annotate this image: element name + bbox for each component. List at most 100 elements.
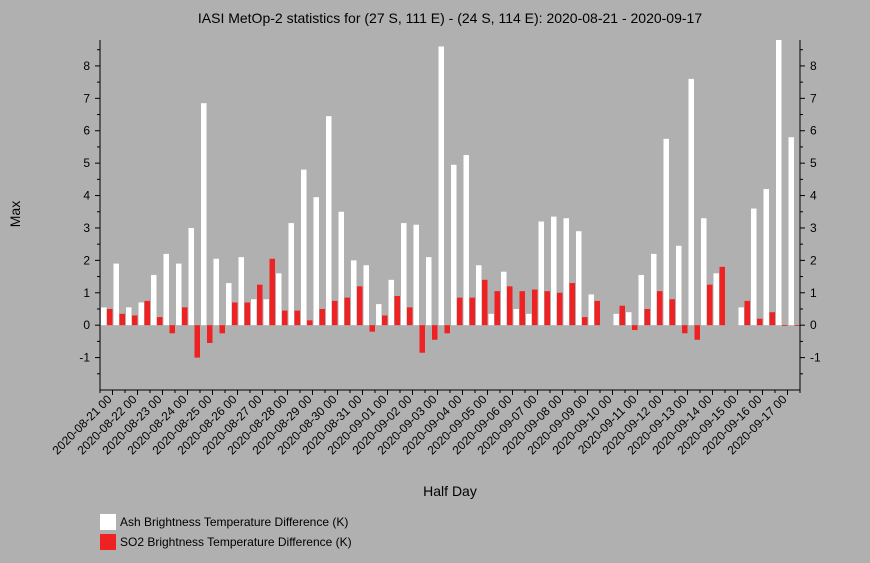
so2-bar: [519, 291, 525, 326]
y-tick-label: 8: [83, 59, 90, 73]
so2-bar: [369, 325, 375, 332]
ash-bar: [213, 258, 219, 326]
legend: Ash Brightness Temperature Difference (K…: [100, 512, 352, 552]
so2-bar: [244, 302, 250, 326]
ash-bar: [738, 307, 744, 326]
y-axis-label: Max: [7, 201, 23, 227]
so2-bar: [307, 320, 313, 326]
so2-bar: [432, 325, 438, 340]
so2-bar: [657, 291, 663, 326]
so2-bar: [169, 325, 175, 334]
ash-bar: [651, 253, 657, 326]
ash-bar: [363, 265, 369, 326]
so2-bar: [782, 325, 788, 326]
so2-bar: [744, 300, 750, 326]
so2-bar: [619, 305, 625, 326]
so2-bar: [219, 325, 225, 334]
so2-bar: [794, 325, 800, 326]
ash-bar: [451, 164, 457, 326]
so2-bar: [694, 325, 700, 340]
y-tick-label-right: 7: [810, 91, 817, 105]
ash-bar: [513, 308, 519, 326]
so2-bar: [507, 286, 513, 326]
legend-item-so2: SO2 Brightness Temperature Difference (K…: [100, 532, 352, 552]
ash-bar: [201, 103, 207, 326]
ash-bar: [688, 78, 694, 326]
so2-bar: [669, 299, 675, 326]
y-tick-label: 7: [83, 91, 90, 105]
x-axis-label: Half Day: [423, 483, 477, 499]
ash-bar: [551, 216, 557, 326]
ash-bar: [176, 263, 182, 326]
y-tick-label-right: 3: [810, 221, 817, 235]
ash-bar: [138, 302, 144, 326]
so2-bar: [682, 325, 688, 334]
so2-bar: [207, 325, 213, 344]
y-tick-label-right: 5: [810, 156, 817, 170]
so2-bar: [107, 308, 113, 326]
so2-bar: [444, 325, 450, 334]
so2-bar: [319, 308, 325, 326]
ash-bar: [638, 274, 644, 326]
so2-bar: [119, 313, 125, 326]
so2-bar: [544, 291, 550, 326]
ash-bar: [438, 46, 444, 326]
so2-bar: [282, 310, 288, 326]
ash-bar: [763, 189, 769, 326]
so2-bar: [269, 258, 275, 326]
y-tick-label: 5: [83, 156, 90, 170]
ash-bar: [776, 40, 782, 326]
ash-bar: [351, 260, 357, 326]
so2-bar: [469, 297, 475, 326]
ash-bar: [788, 137, 794, 326]
ash-bar: [413, 224, 419, 326]
y-tick-label: 0: [83, 318, 90, 332]
ash-bar: [401, 223, 407, 326]
y-tick-label: 6: [83, 124, 90, 138]
ash-bar: [188, 227, 194, 326]
ash-bar: [276, 273, 282, 326]
ash-bar: [288, 223, 294, 326]
ash-bar: [388, 279, 394, 326]
ash-bar: [463, 155, 469, 326]
y-tick-label: -1: [79, 351, 90, 365]
so2-bar: [394, 296, 400, 326]
so2-bar: [382, 315, 388, 326]
so2-bar: [532, 289, 538, 326]
so2-bar: [332, 300, 338, 326]
so2-bar: [769, 312, 775, 326]
y-tick-label-right: 4: [810, 189, 817, 203]
ash-bar: [663, 138, 669, 326]
so2-bar: [257, 284, 263, 326]
ash-bar: [626, 312, 632, 326]
legend-swatch-so2: [100, 534, 116, 550]
so2-bar: [632, 325, 638, 331]
so2-bar: [719, 266, 725, 326]
ash-bar: [113, 263, 119, 326]
y-tick-label: 2: [83, 253, 90, 267]
ash-bar: [613, 313, 619, 326]
ash-bar: [713, 273, 719, 326]
so2-bar: [569, 283, 575, 326]
so2-bar: [594, 300, 600, 326]
y-tick-label-right: 0: [810, 318, 817, 332]
so2-bar: [194, 325, 200, 358]
so2-bar: [557, 292, 563, 326]
chart-title: IASI MetOp-2 statistics for (27 S, 111 E…: [198, 10, 702, 26]
so2-bar: [344, 297, 350, 326]
ash-bar: [538, 221, 544, 326]
ash-bar: [526, 313, 532, 326]
ash-bar: [101, 307, 107, 326]
y-tick-label: 3: [83, 221, 90, 235]
ash-bar: [751, 208, 757, 326]
legend-swatch-ash: [100, 514, 116, 530]
so2-bar: [757, 318, 763, 326]
y-tick-label: 4: [83, 189, 90, 203]
y-tick-label-right: 8: [810, 59, 817, 73]
so2-bar: [407, 307, 413, 326]
so2-bar: [357, 286, 363, 326]
y-tick-label-right: -1: [810, 351, 821, 365]
ash-bar: [588, 294, 594, 326]
so2-bar: [457, 297, 463, 326]
